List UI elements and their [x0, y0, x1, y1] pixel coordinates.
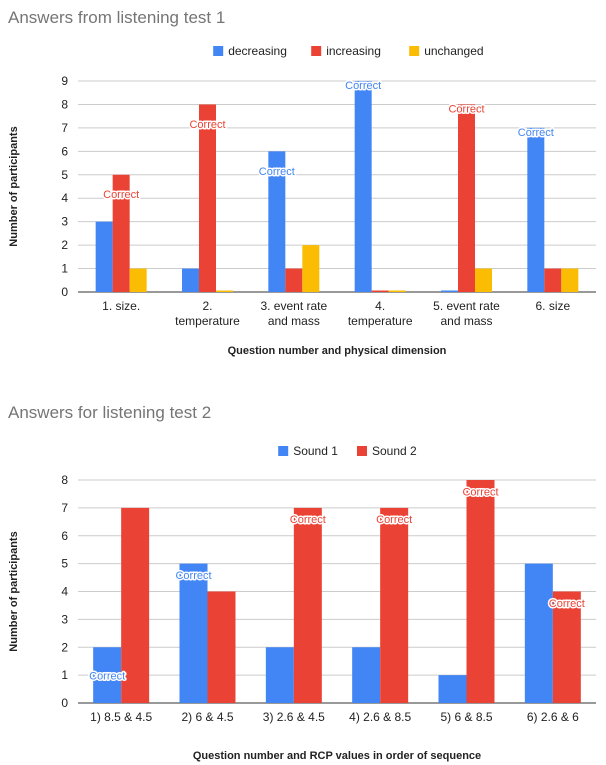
- annotation-correct: Correct: [376, 514, 412, 526]
- x-tick-label: 5) 6 & 8.5: [440, 710, 492, 724]
- bar-unchanged: [302, 245, 320, 292]
- legend-swatch: [278, 446, 289, 456]
- bar-increasing: [199, 104, 216, 292]
- x-tick-label: temperature: [348, 314, 413, 328]
- legend-label: decreasing: [228, 44, 287, 58]
- annotation-correct: Correct: [345, 80, 381, 92]
- y-tick-label: 3: [61, 215, 68, 229]
- legend-label: Sound 2: [372, 444, 417, 458]
- bar-decreasing: [441, 290, 458, 292]
- y-tick-label: 3: [61, 612, 68, 626]
- x-tick-label: 6. size: [535, 299, 570, 313]
- y-tick-label: 6: [61, 144, 68, 158]
- y-tick-label: 2: [61, 238, 68, 252]
- chart-test-2: Answers for listening test 2 0 1 2 3 4 5 6 7 8 Nu…: [0, 395, 606, 765]
- bar-unchanged: [388, 290, 406, 292]
- annotation-correct: Correct: [549, 598, 585, 610]
- bar-unchanged: [216, 290, 233, 292]
- x-tick-label: 2) 6 & 4.5: [181, 710, 233, 724]
- annotation-correct: Correct: [259, 166, 295, 178]
- y-tick-label: 0: [61, 285, 68, 299]
- annotation-correct: Correct: [89, 670, 125, 682]
- chart-title: Answers from listening test 1: [8, 8, 226, 27]
- y-tick-label: 4: [61, 191, 68, 205]
- bar-sound-2: [293, 507, 322, 703]
- annotation-correct: Correct: [189, 119, 225, 131]
- bar-increasing: [285, 268, 303, 292]
- legend-swatch: [213, 46, 224, 56]
- x-axis-label: Question number and physical dimension: [228, 345, 447, 357]
- bar-increasing: [544, 268, 562, 292]
- bar-sound-1: [265, 647, 294, 703]
- x-tick-label: 2.: [202, 299, 212, 313]
- annotation-correct: Correct: [175, 570, 211, 582]
- x-tick-label: 4.: [375, 299, 385, 313]
- y-tick-label: 2: [61, 640, 68, 654]
- chart-test-1: Answers from listening test 1 0 1 2 3 4 5 6 7 8 9…: [0, 0, 606, 370]
- bar-sound-1: [352, 647, 381, 703]
- bar-decreasing: [95, 221, 113, 292]
- bar-sound-1: [438, 675, 467, 703]
- y-tick-label: 1: [61, 668, 68, 682]
- legend-swatch: [357, 446, 367, 456]
- y-tick-label: 1: [61, 262, 68, 276]
- bar-sound-1: [179, 563, 208, 703]
- bar-unchanged: [129, 268, 147, 292]
- y-tick-label: 5: [61, 168, 68, 182]
- y-tick-label: 7: [61, 501, 68, 515]
- x-tick-label: 3. event rate: [260, 299, 327, 313]
- x-tick-label: and mass: [440, 314, 492, 328]
- x-axis-label: Question number and RCP values in order …: [193, 750, 481, 762]
- annotation-correct: Correct: [103, 189, 139, 201]
- bar-sound-2: [380, 507, 409, 703]
- annotation-correct: Correct: [462, 486, 498, 498]
- y-tick-label: 8: [61, 473, 68, 487]
- y-tick-label: 4: [61, 585, 68, 599]
- bar-sound-2: [207, 591, 236, 703]
- bar-sound-2: [552, 591, 581, 703]
- bar-decreasing: [182, 268, 199, 292]
- y-tick-label: 8: [61, 97, 68, 111]
- annotation-correct: Correct: [290, 514, 326, 526]
- bar-decreasing: [268, 151, 286, 292]
- y-tick-label: 7: [61, 121, 68, 135]
- legend-label: increasing: [326, 44, 381, 58]
- bar-increasing: [112, 174, 130, 292]
- x-tick-label: 6) 2.6 & 6: [527, 710, 579, 724]
- annotation-correct: Correct: [448, 104, 484, 116]
- bar-decreasing: [354, 81, 372, 292]
- x-tick-label: 4) 2.6 & 8.5: [349, 710, 411, 724]
- bar-unchanged: [475, 268, 492, 292]
- y-tick-label: 6: [61, 529, 68, 543]
- chart-plot: 0 1 2 3 4 5 6 7 8 Number of participants Question …: [8, 444, 596, 762]
- x-tick-label: 1. size.: [102, 299, 140, 313]
- data-label: 7: [132, 516, 138, 527]
- legend-label: Sound 1: [293, 444, 338, 458]
- bar-sound-2: [466, 480, 495, 703]
- bar-unchanged: [561, 268, 579, 292]
- x-tick-label: temperature: [175, 314, 240, 328]
- bar-increasing: [371, 290, 389, 292]
- y-tick-label: 0: [61, 696, 68, 710]
- x-tick-label: 1) 8.5 & 4.5: [90, 710, 152, 724]
- data-label: 4: [219, 600, 225, 611]
- bar-sound-2: [121, 507, 150, 703]
- chart-plot: 0 1 2 3 4 5 6 7 8 9 Number of participants Question…: [8, 44, 596, 357]
- chart-title: Answers for listening test 2: [8, 403, 212, 422]
- legend-swatch: [409, 46, 420, 56]
- annotation-correct: Correct: [518, 127, 554, 139]
- bar-decreasing: [527, 127, 545, 292]
- bar-sound-1: [93, 647, 122, 703]
- legend-label: unchanged: [424, 44, 483, 58]
- y-axis-label: Number of participants: [8, 531, 20, 651]
- y-tick-label: 5: [61, 557, 68, 571]
- x-tick-label: and mass: [268, 314, 320, 328]
- x-tick-label: 5. event rate: [433, 299, 500, 313]
- y-axis-label: Number of participants: [8, 126, 20, 246]
- x-tick-label: 3) 2.6 & 4.5: [263, 710, 325, 724]
- y-tick-label: 9: [61, 74, 68, 88]
- bar-sound-1: [524, 563, 553, 703]
- bar-increasing: [458, 104, 475, 292]
- legend-swatch: [311, 46, 322, 56]
